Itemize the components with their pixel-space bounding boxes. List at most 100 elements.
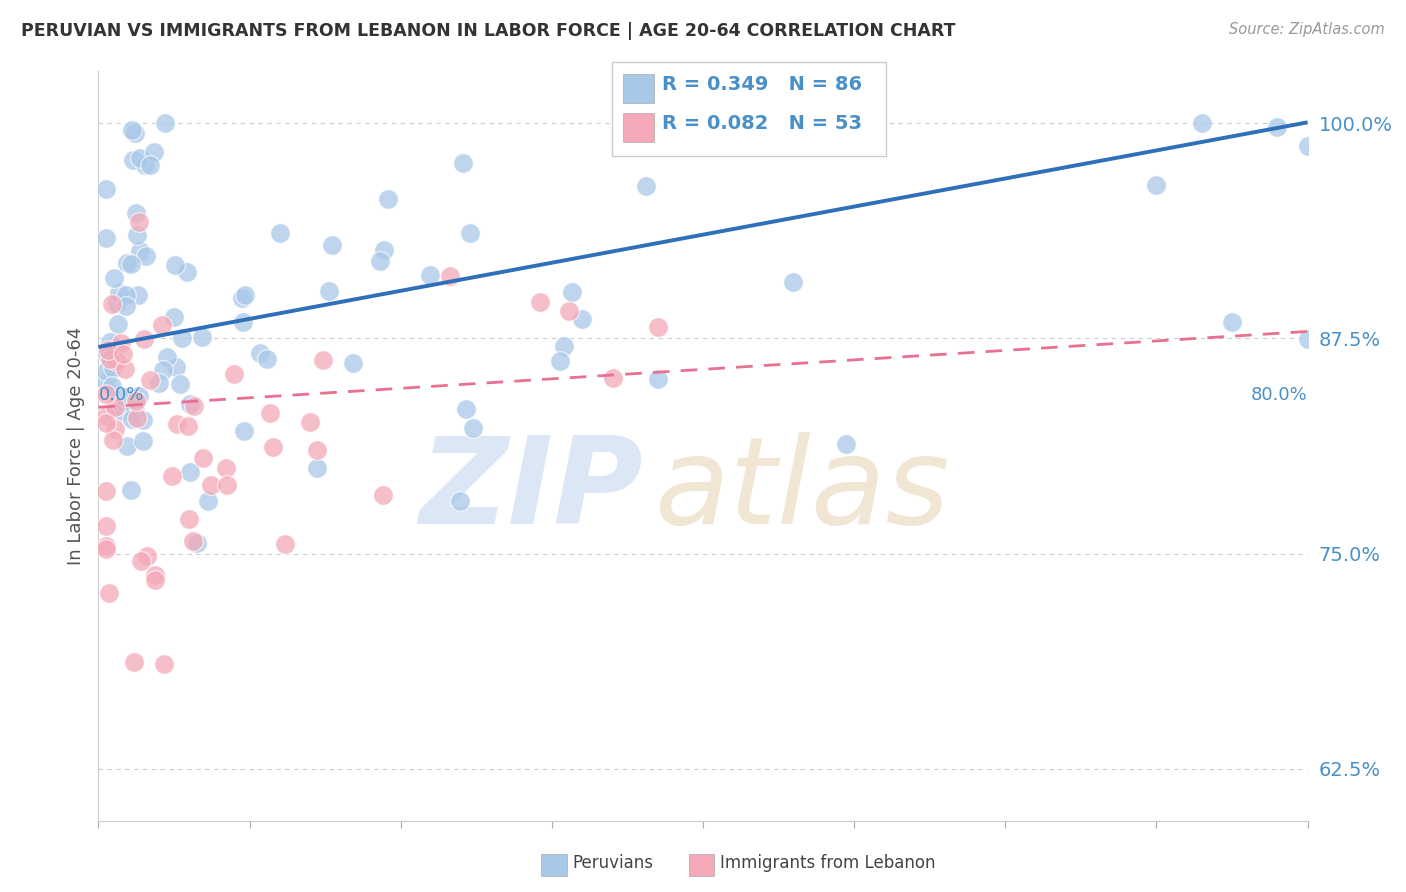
- Point: [305, 460, 328, 475]
- Text: 80.0%: 80.0%: [1251, 386, 1308, 404]
- Point: [94, 519, 117, 533]
- Point: [101, 434, 124, 448]
- Point: [321, 237, 343, 252]
- Point: [782, 275, 804, 289]
- Point: [179, 465, 201, 479]
- Point: [634, 178, 657, 193]
- Point: [101, 360, 124, 375]
- Point: [1267, 120, 1289, 134]
- Point: [143, 568, 166, 582]
- Point: [121, 412, 143, 426]
- Point: [97, 585, 120, 599]
- Point: [139, 158, 162, 172]
- Point: [94, 409, 117, 423]
- Point: [311, 353, 333, 368]
- Point: [165, 258, 187, 272]
- Point: [124, 126, 146, 140]
- Point: [125, 228, 148, 243]
- Point: [128, 389, 150, 403]
- Point: [94, 375, 117, 389]
- Point: [835, 437, 858, 451]
- Point: [135, 250, 157, 264]
- Point: [215, 460, 238, 475]
- Point: [115, 439, 138, 453]
- Point: [103, 271, 125, 285]
- Point: [299, 415, 322, 429]
- Point: [103, 400, 125, 414]
- Text: atlas: atlas: [655, 433, 950, 549]
- Text: R = 0.349   N = 86: R = 0.349 N = 86: [662, 75, 862, 94]
- Text: Source: ZipAtlas.com: Source: ZipAtlas.com: [1229, 22, 1385, 37]
- Point: [558, 304, 581, 318]
- Point: [342, 356, 364, 370]
- Point: [553, 339, 575, 353]
- Point: [647, 372, 669, 386]
- Point: [163, 310, 186, 325]
- Text: R = 0.082   N = 53: R = 0.082 N = 53: [662, 114, 862, 133]
- Point: [307, 442, 329, 457]
- Point: [148, 376, 170, 390]
- Text: 0.0%: 0.0%: [98, 386, 143, 404]
- Point: [96, 347, 118, 361]
- Point: [122, 656, 145, 670]
- Y-axis label: In Labor Force | Age 20-64: In Labor Force | Age 20-64: [66, 326, 84, 566]
- Point: [131, 554, 153, 568]
- Point: [94, 542, 117, 557]
- Point: [256, 352, 278, 367]
- Point: [94, 484, 117, 499]
- Point: [132, 434, 155, 448]
- Point: [183, 400, 205, 414]
- Point: [139, 373, 162, 387]
- Point: [104, 422, 127, 436]
- Point: [1191, 116, 1213, 130]
- Point: [127, 411, 149, 425]
- Point: [186, 536, 208, 550]
- Point: [94, 539, 117, 553]
- Point: [129, 244, 152, 258]
- Point: [232, 315, 254, 329]
- Point: [449, 494, 471, 508]
- Point: [128, 215, 150, 229]
- Point: [262, 440, 284, 454]
- Point: [169, 376, 191, 391]
- Text: ZIP: ZIP: [419, 433, 643, 549]
- Point: [548, 354, 571, 368]
- Point: [120, 483, 142, 497]
- Point: [529, 294, 551, 309]
- Point: [419, 268, 441, 282]
- Point: [318, 284, 340, 298]
- Point: [259, 406, 281, 420]
- Point: [373, 488, 395, 502]
- Text: Peruvians: Peruvians: [572, 855, 654, 872]
- Point: [112, 347, 135, 361]
- Point: [152, 362, 174, 376]
- Point: [105, 354, 128, 368]
- Point: [233, 287, 256, 301]
- Point: [454, 401, 477, 416]
- Point: [176, 265, 198, 279]
- Point: [98, 351, 121, 366]
- Point: [231, 292, 253, 306]
- Point: [458, 226, 481, 240]
- Point: [120, 257, 142, 271]
- Point: [461, 420, 484, 434]
- Point: [97, 343, 120, 357]
- Point: [142, 145, 165, 160]
- Text: PERUVIAN VS IMMIGRANTS FROM LEBANON IN LABOR FORCE | AGE 20-64 CORRELATION CHART: PERUVIAN VS IMMIGRANTS FROM LEBANON IN L…: [21, 22, 956, 40]
- Point: [377, 192, 399, 206]
- Point: [647, 320, 669, 334]
- Point: [94, 231, 117, 245]
- Point: [124, 206, 146, 220]
- Point: [122, 153, 145, 167]
- Point: [1220, 315, 1243, 329]
- Point: [101, 378, 124, 392]
- Point: [127, 287, 149, 301]
- Point: [94, 182, 117, 196]
- Point: [191, 450, 214, 465]
- Point: [114, 361, 136, 376]
- Point: [602, 370, 624, 384]
- Point: [451, 156, 474, 170]
- Point: [370, 253, 392, 268]
- Text: Immigrants from Lebanon: Immigrants from Lebanon: [720, 855, 935, 872]
- Point: [269, 226, 291, 240]
